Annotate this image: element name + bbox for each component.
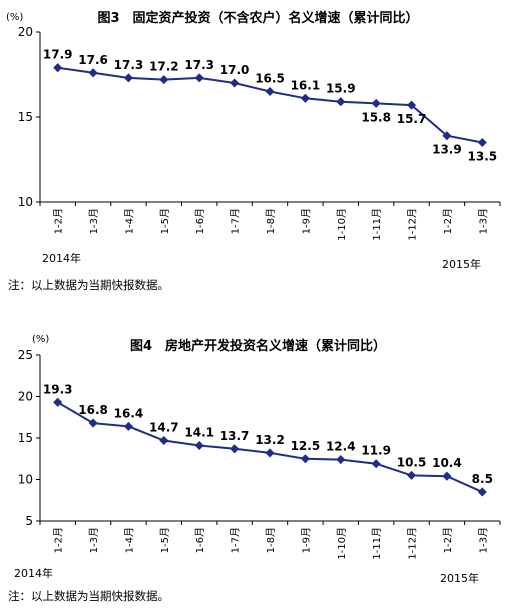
- chart2-y-tick-label: 10: [18, 473, 33, 487]
- chart2-data-point: [477, 487, 487, 497]
- chart1-year-end: 2015年: [442, 257, 481, 271]
- chart2-x-tick-label: 1-3月: [477, 527, 489, 553]
- chart1-year-start: 2014年: [42, 251, 81, 265]
- chart2-data-point: [371, 459, 381, 469]
- chart2-x-tick-label: 1-12月: [407, 527, 419, 560]
- chart2-data-point: [88, 418, 98, 428]
- chart2-x-tick-label: 1-4月: [123, 527, 135, 553]
- chart1-x-tick-label: 1-11月: [371, 208, 383, 241]
- chart1-x-tick-label: 1-5月: [159, 208, 171, 234]
- chart1-data-point: [123, 73, 133, 83]
- chart2-data-label: 12.5: [291, 439, 321, 453]
- chart1-data-point: [407, 100, 417, 110]
- chart2-x-tick-label: 1-8月: [265, 527, 277, 553]
- chart2-data-label: 14.1: [184, 425, 214, 439]
- chart2-x-tick-label: 1-7月: [230, 527, 242, 553]
- chart2-data-point: [53, 397, 63, 407]
- chart2-data-label: 16.4: [114, 406, 144, 420]
- chart1-data-point: [88, 68, 98, 78]
- chart1-data-point: [442, 131, 452, 141]
- chart1-data-label: 16.1: [291, 78, 321, 92]
- chart1-x-tick-label: 1-8月: [265, 208, 277, 234]
- chart2-data-point: [336, 455, 346, 465]
- chart2-data-label: 10.4: [432, 456, 462, 470]
- chart1-data-point: [53, 63, 63, 73]
- chart1-x-tick-label: 1-9月: [300, 208, 312, 234]
- chart1-plot: 10 15 20 1-2月 1-3月 1-4月 1-5月 1-6月 1-7月 1-8月 1-9月 1-…: [18, 25, 501, 241]
- chart1-data-point: [265, 86, 275, 97]
- chart1-data-label: 13.9: [432, 143, 462, 157]
- chart2-plot: 5 10 15 20 25 1-2月 1-3月 1-4月 1-5月 1-6月 1-7月 1-8月 1-9…: [18, 348, 501, 560]
- chart1-x-tick-label: 1-2月: [442, 208, 454, 234]
- chart2-x-tick-label: 1-2月: [442, 527, 454, 553]
- chart2-data-label: 13.7: [220, 429, 250, 443]
- chart2-y-tick-label: 15: [18, 431, 33, 445]
- chart1-data-label: 15.7: [397, 112, 427, 126]
- chart1-unit: (%): [6, 12, 23, 23]
- chart1-x-tick-label: 1-3月: [477, 208, 489, 234]
- chart2-data-label: 12.4: [326, 440, 356, 454]
- chart2-year-start: 2014年: [14, 566, 53, 580]
- chart1-data-point: [477, 137, 487, 148]
- chart1-data-label: 15.9: [326, 82, 356, 96]
- chart1-data-label: 17.3: [114, 58, 144, 72]
- chart2-data-label: 13.2: [255, 433, 285, 447]
- chart2-x-tick-label: 1-3月: [88, 527, 100, 553]
- chart1-data-point: [194, 73, 204, 83]
- chart2-x-tick-label: 1-9月: [300, 527, 312, 553]
- chart2-data-label: 8.5: [472, 472, 493, 486]
- chart1-data-point: [371, 98, 381, 108]
- chart1-data-point: [159, 75, 169, 85]
- chart1-data-label: 17.6: [78, 53, 108, 67]
- chart1-data-point: [300, 93, 310, 103]
- chart2-year-end: 2015年: [440, 571, 479, 585]
- chart2-note: 注：以上数据为当期快报数据。: [8, 589, 169, 603]
- chart2-data-point: [442, 471, 452, 481]
- chart1-x-tick-label: 1-6月: [194, 208, 206, 234]
- chart2-x-tick-label: 1-10月: [336, 527, 348, 560]
- chart1-y-tick-label: 20: [18, 25, 33, 39]
- chart2-x-tick-label: 1-11月: [371, 527, 383, 560]
- chart2-x-tick-label: 1-6月: [194, 527, 206, 553]
- chart1-x-tick-label: 1-12月: [407, 208, 419, 241]
- chart2-data-point: [194, 440, 204, 450]
- chart1-data-label: 17.3: [184, 58, 214, 72]
- chart2-data-label: 11.9: [361, 444, 391, 458]
- chart1-title: 图3 固定资产投资（不含农户）名义增速（累计同比）: [97, 10, 418, 26]
- chart1-y-tick-label: 15: [18, 110, 33, 124]
- chart1-note: 注：以上数据为当期快报数据。: [8, 278, 169, 292]
- chart1-x-tick-label: 1-3月: [88, 208, 100, 234]
- chart2-data-point: [123, 421, 133, 431]
- chart2-data-point: [265, 448, 275, 458]
- chart2-data-label: 14.7: [149, 420, 179, 434]
- chart1-data-label: 17.9: [43, 48, 73, 62]
- chart1-x-tick-label: 1-10月: [336, 208, 348, 241]
- chart1-data-label: 17.2: [149, 60, 179, 74]
- chart1-data-label: 17.0: [220, 63, 250, 77]
- chart2-data-point: [159, 435, 169, 446]
- chart2-data-label: 16.8: [78, 403, 108, 417]
- chart2-y-tick-label: 25: [18, 348, 33, 362]
- chart1-data-label: 13.5: [468, 150, 498, 164]
- chart2-y-tick-label: 20: [18, 390, 33, 404]
- chart2-data-point: [230, 444, 240, 454]
- chart1-x-tick-label: 1-7月: [230, 208, 242, 234]
- chart2-data-point: [300, 454, 310, 464]
- chart1-x-tick-label: 1-2月: [53, 208, 65, 234]
- chart1-x-tick-label: 1-4月: [123, 208, 135, 234]
- chart1-data-label: 16.5: [255, 72, 285, 86]
- chart2-title: 图4 房地产开发投资名义增速（累计同比）: [130, 338, 386, 354]
- chart2-data-label: 10.5: [397, 455, 427, 469]
- chart2-x-tick-label: 1-2月: [53, 527, 65, 553]
- chart1-data-point: [336, 97, 346, 107]
- chart1-data-point: [230, 78, 240, 88]
- chart2-data-label: 19.3: [43, 382, 73, 396]
- chart2-unit: (%): [32, 334, 49, 345]
- chart2-x-tick-label: 1-5月: [159, 527, 171, 553]
- chart1-y-tick-label: 10: [18, 195, 33, 209]
- chart1-data-label: 15.8: [361, 110, 391, 124]
- chart2-y-tick-label: 5: [25, 514, 33, 528]
- chart2-data-point: [407, 470, 417, 480]
